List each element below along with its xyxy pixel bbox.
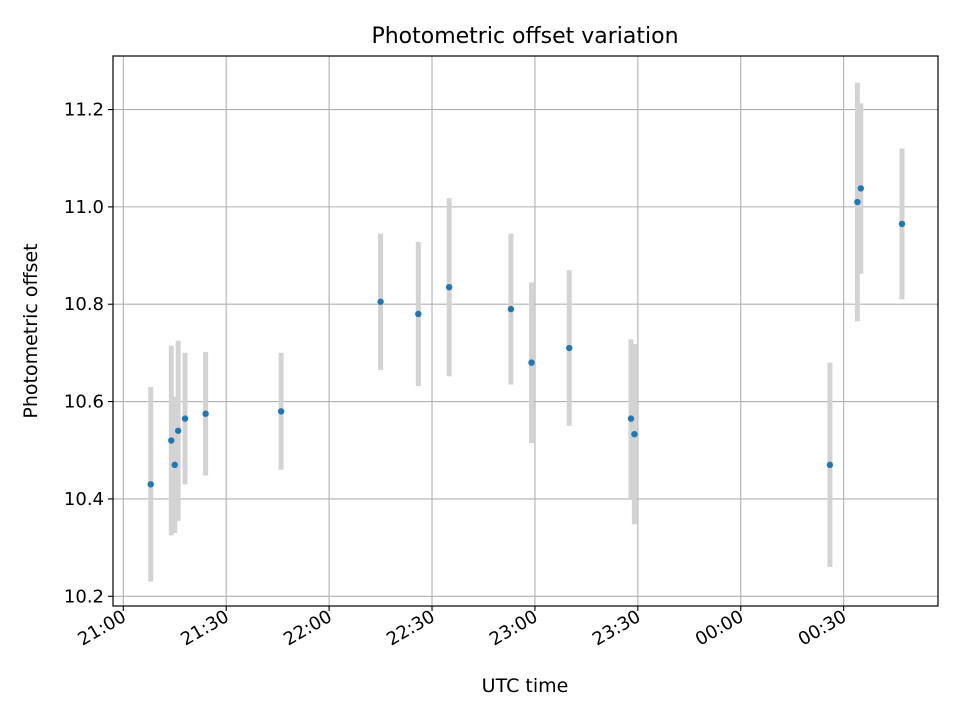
y-tick-label: 10.2 bbox=[64, 586, 104, 607]
data-point bbox=[445, 283, 453, 291]
y-tick-label: 10.6 bbox=[64, 392, 104, 413]
y-axis-ticks: 10.2 10.4 10.6 10.8 11.0 11.2 bbox=[64, 100, 113, 607]
data-point bbox=[566, 344, 573, 352]
data-point bbox=[415, 310, 422, 318]
data-point bbox=[857, 185, 865, 192]
chart-title: Photometric offset variation bbox=[371, 24, 678, 49]
data-point bbox=[277, 408, 285, 415]
data-point bbox=[377, 298, 384, 305]
data-points bbox=[147, 185, 906, 488]
data-point bbox=[528, 359, 535, 366]
y-axis-label: Photometric offset bbox=[20, 243, 42, 418]
grid-lines bbox=[113, 56, 938, 606]
data-point bbox=[826, 461, 834, 469]
data-point bbox=[898, 220, 906, 228]
y-tick-label: 10.8 bbox=[64, 294, 104, 315]
x-axis-label: UTC time bbox=[482, 675, 569, 697]
data-point bbox=[174, 427, 182, 434]
y-tick-label: 10.4 bbox=[64, 489, 104, 510]
data-point bbox=[507, 305, 515, 313]
data-point bbox=[181, 415, 189, 422]
data-point bbox=[147, 481, 154, 488]
plot-area-frame bbox=[112, 55, 939, 607]
data-point bbox=[627, 415, 635, 422]
y-tick-label: 11.0 bbox=[64, 197, 104, 218]
y-tick-label: 11.2 bbox=[64, 100, 104, 121]
data-point bbox=[168, 437, 175, 444]
data-point bbox=[171, 461, 178, 469]
data-point bbox=[202, 410, 209, 417]
data-point bbox=[631, 430, 638, 438]
data-point bbox=[854, 198, 861, 206]
